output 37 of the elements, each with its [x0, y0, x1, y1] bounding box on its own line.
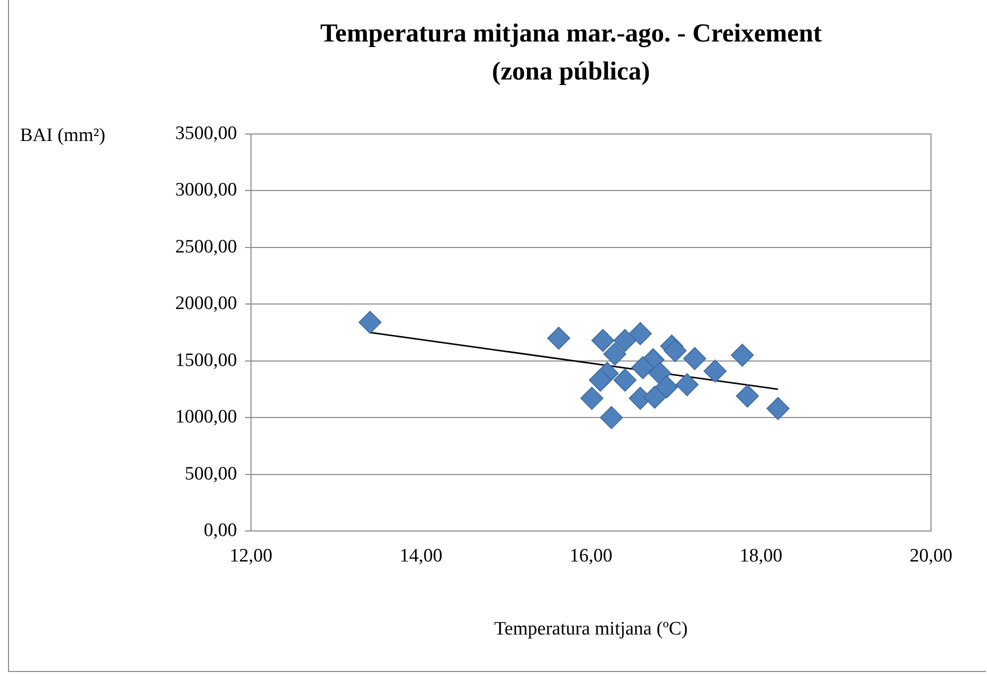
- point: [614, 328, 636, 352]
- y-tick-label: 3500,00: [175, 122, 237, 144]
- y-tick-label: 0,00: [204, 520, 237, 541]
- x-axis-title: Temperatura mitjana (ºC): [494, 618, 688, 640]
- point: [655, 375, 678, 398]
- point: [591, 328, 614, 352]
- point: [736, 384, 759, 408]
- point: [704, 360, 727, 383]
- y-tick-label: 1500,00: [175, 350, 237, 371]
- y-tick-label: 3000,00: [175, 180, 237, 201]
- point: [614, 368, 636, 392]
- point: [683, 347, 706, 370]
- x-tick-label: 18,00: [740, 545, 782, 566]
- x-tick-label: 20,00: [910, 545, 952, 566]
- y-tick-label: 1000,00: [175, 406, 237, 428]
- x-tick-label: 14,00: [400, 545, 442, 566]
- chart-title: Temperatura mitjana mar.-ago. - Creixement (zona pública): [320, 18, 822, 86]
- point: [580, 386, 604, 410]
- point: [730, 344, 754, 367]
- point: [600, 406, 623, 430]
- y-tick-label: 2500,00: [175, 236, 237, 258]
- point: [648, 362, 672, 385]
- point: [588, 368, 612, 392]
- point: [631, 356, 654, 380]
- x-tick-label: 12,00: [230, 545, 272, 566]
- point: [664, 339, 687, 362]
- point: [676, 373, 699, 396]
- point: [547, 326, 570, 350]
- point: [766, 396, 790, 420]
- point: [628, 322, 652, 346]
- point: [643, 386, 666, 409]
- point: [603, 342, 626, 366]
- y-axis-title: BAI (mm²): [20, 124, 106, 146]
- y-tick-label: 500,00: [184, 463, 237, 484]
- y-tick-label: 2000,00: [175, 293, 237, 314]
- x-tick-label: 16,00: [570, 545, 612, 566]
- point: [358, 310, 382, 334]
